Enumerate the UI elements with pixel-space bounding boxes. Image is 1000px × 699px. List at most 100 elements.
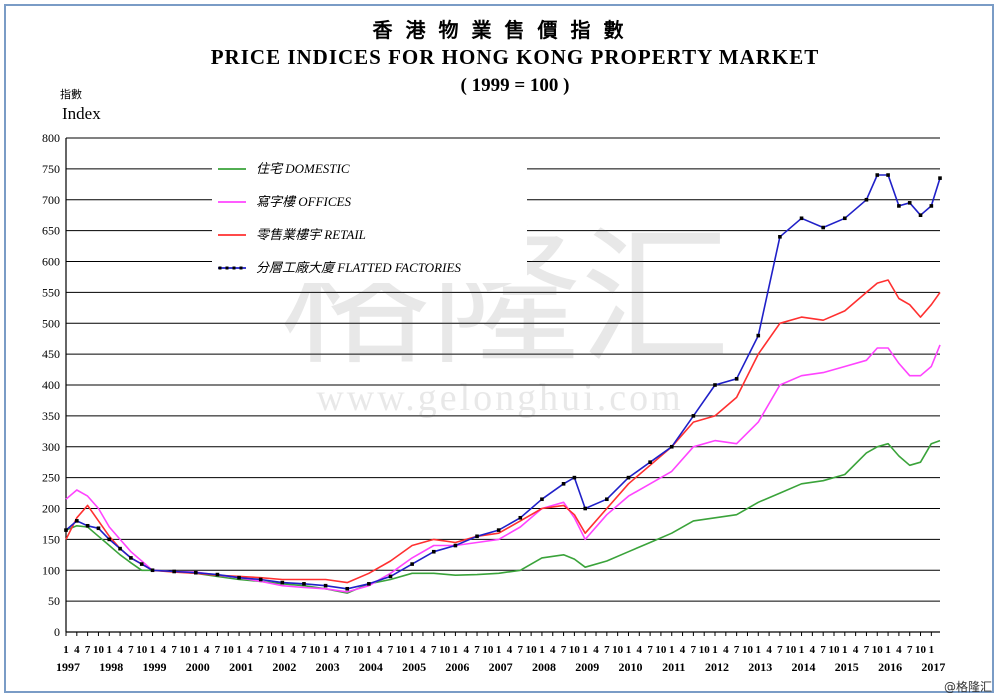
y-tick-label: 750 xyxy=(42,162,60,176)
y-tick-label: 200 xyxy=(42,502,60,516)
x-quarter-label: 7 xyxy=(128,644,134,656)
data-point xyxy=(85,523,90,528)
x-quarter-label: 1 xyxy=(712,644,718,656)
chart-title: PRICE INDICES FOR HONG KONG PROPERTY MAR… xyxy=(210,45,820,69)
chart-frame xyxy=(4,4,994,693)
legend-marker xyxy=(239,266,243,270)
x-quarter-label: 1 xyxy=(885,644,891,656)
data-point xyxy=(843,216,847,221)
data-point xyxy=(280,580,285,585)
data-point xyxy=(918,213,923,217)
x-year-label: 1998 xyxy=(99,660,123,674)
series-line xyxy=(65,174,941,590)
data-point xyxy=(540,497,544,502)
x-quarter-label: 10 xyxy=(223,644,235,656)
x-quarter-label: 1 xyxy=(929,644,935,656)
x-quarter-label: 1 xyxy=(323,644,329,656)
x-quarter-label: 10 xyxy=(482,644,494,656)
x-quarter-label: 7 xyxy=(215,644,221,656)
data-point xyxy=(75,519,79,523)
data-point xyxy=(713,383,717,387)
x-quarter-label: 1 xyxy=(582,644,588,656)
legend-marker xyxy=(232,266,236,270)
x-quarter-label: 7 xyxy=(258,644,264,656)
x-quarter-label: 10 xyxy=(612,644,624,656)
data-point xyxy=(367,582,371,586)
data-point xyxy=(897,204,901,208)
x-quarter-label: 1 xyxy=(280,644,286,656)
data-point xyxy=(237,575,241,580)
x-quarter-label: 10 xyxy=(742,644,754,656)
x-quarter-label: 4 xyxy=(74,644,80,656)
data-point xyxy=(907,201,912,205)
x-year-label: 2011 xyxy=(662,660,685,674)
x-quarter-label: 1 xyxy=(626,644,632,656)
x-quarter-label: 7 xyxy=(777,644,783,656)
x-year-label: 2017 xyxy=(921,660,945,674)
x-quarter-label: 4 xyxy=(420,644,426,656)
x-quarter-label: 10 xyxy=(915,644,927,656)
data-point xyxy=(496,528,501,532)
x-quarter-label: 4 xyxy=(766,644,772,656)
x-quarter-label: 4 xyxy=(161,644,167,656)
data-point xyxy=(734,377,739,381)
data-point xyxy=(886,173,890,177)
x-quarter-label: 10 xyxy=(526,644,538,656)
x-quarter-label: 7 xyxy=(734,644,740,656)
x-year-label: 2016 xyxy=(878,660,902,674)
data-point xyxy=(107,537,112,542)
grid-lines xyxy=(66,137,940,602)
data-point xyxy=(64,528,68,532)
legend-marker xyxy=(218,266,222,270)
y-tick-label: 450 xyxy=(42,347,60,361)
x-quarter-label: 4 xyxy=(334,644,340,656)
x-quarter-label: 10 xyxy=(699,644,711,656)
data-point xyxy=(691,414,696,418)
x-quarter-label: 7 xyxy=(388,644,394,656)
x-year-label: 2001 xyxy=(229,660,253,674)
data-point xyxy=(215,572,220,577)
data-point xyxy=(118,546,122,551)
series-lines xyxy=(64,173,942,594)
x-quarter-label: 7 xyxy=(171,644,177,656)
y-tick-label: 50 xyxy=(48,594,60,608)
x-quarter-label: 7 xyxy=(820,644,826,656)
x-year-label: 2014 xyxy=(792,660,816,674)
watermark-url: www.gelonghui.com xyxy=(316,377,683,419)
x-quarter-label: 10 xyxy=(655,644,667,656)
data-point xyxy=(453,543,458,548)
x-year-label: 2010 xyxy=(618,660,642,674)
x-quarter-label: 4 xyxy=(637,644,643,656)
x-quarter-label: 4 xyxy=(463,644,469,656)
y-axis-label: Index xyxy=(62,104,101,123)
x-quarter-label: 4 xyxy=(247,644,253,656)
x-quarter-label: 7 xyxy=(691,644,697,656)
data-point xyxy=(864,197,869,202)
x-quarter-label: 4 xyxy=(810,644,816,656)
x-quarter-label: 7 xyxy=(864,644,870,656)
y-axis-label-chinese: 指數 xyxy=(60,89,82,101)
data-point xyxy=(96,526,101,531)
data-point xyxy=(669,444,674,449)
y-tick-label: 350 xyxy=(42,409,60,423)
y-tick-label: 250 xyxy=(42,471,60,485)
x-quarter-label: 1 xyxy=(107,644,113,656)
x-quarter-label: 10 xyxy=(136,644,148,656)
data-point xyxy=(302,582,306,586)
x-quarter-label: 10 xyxy=(828,644,840,656)
x-quarter-label: 10 xyxy=(266,644,278,656)
data-point xyxy=(929,204,934,208)
x-quarter-label: 7 xyxy=(561,644,567,656)
data-point xyxy=(518,515,523,520)
chart-title-chinese: 香 港 物 業 售 價 指 數 xyxy=(372,20,628,42)
x-quarter-label: 4 xyxy=(507,644,513,656)
x-quarter-label: 10 xyxy=(785,644,797,656)
y-tick-label: 400 xyxy=(42,378,60,392)
x-quarter-label: 10 xyxy=(396,644,408,656)
x-quarter-label: 4 xyxy=(204,644,210,656)
x-quarter-label: 1 xyxy=(453,644,459,656)
data-point xyxy=(756,333,761,338)
data-point xyxy=(172,569,176,574)
x-year-label: 2004 xyxy=(359,660,383,674)
